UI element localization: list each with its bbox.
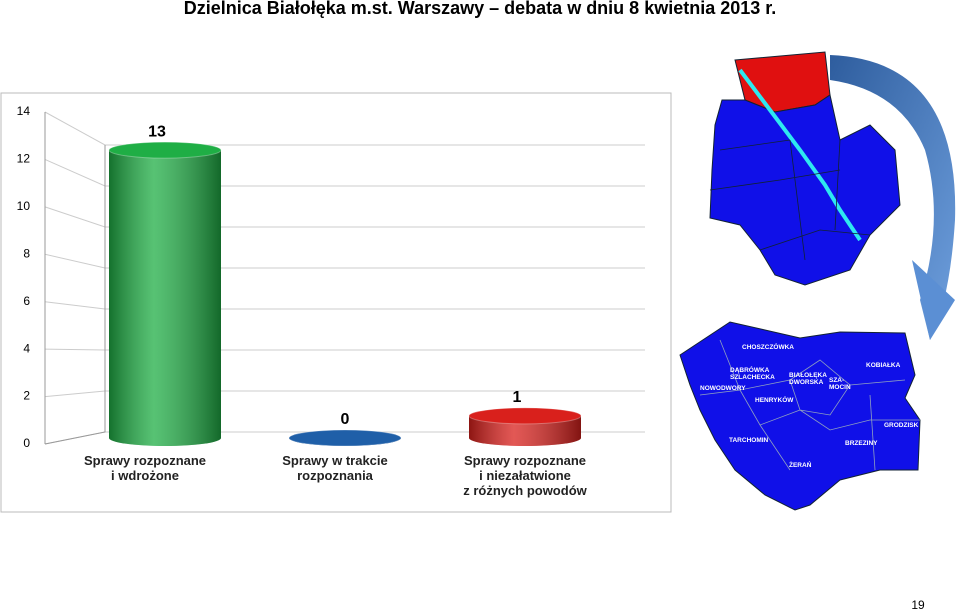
y-tick-label: 8 — [23, 246, 30, 260]
value-label: 0 — [341, 411, 350, 428]
district-label: BRZEZINY — [845, 440, 878, 447]
district-label: ŻERAŃ — [789, 462, 812, 469]
bar-shade — [109, 150, 221, 446]
district-label: BIAŁOŁĘKA DWORSKA — [789, 372, 827, 386]
y-tick-label: 4 — [23, 341, 30, 355]
district-label: DĄBRÓWKA SZLACHECKA — [730, 367, 775, 381]
arrow-head — [912, 260, 955, 340]
district-label: SZA- MOCIN — [829, 377, 851, 391]
district-label: TARCHOMIN — [729, 437, 769, 444]
district-label: CHOSZCZÓWKA — [742, 344, 794, 351]
x-tick-label: Sprawy rozpoznane i niezałatwione z różn… — [463, 453, 587, 498]
y-tick-label: 6 — [23, 294, 30, 308]
value-label: 1 — [513, 389, 522, 406]
y-tick-label: 14 — [17, 104, 31, 118]
x-tick-label: Sprawy w trakcie rozpoznania — [282, 453, 388, 483]
bar-top — [468, 407, 582, 425]
bar-top — [288, 429, 402, 447]
arrow — [830, 55, 956, 340]
y-tick-label: 10 — [17, 199, 31, 213]
plot-frame — [0, 92, 672, 513]
y-tick-label: 12 — [17, 152, 31, 166]
axis-line — [44, 112, 106, 445]
bar-shade — [469, 415, 581, 446]
bar-top — [108, 141, 222, 159]
grid-line — [44, 111, 645, 146]
district-label: NOWODWORY — [700, 385, 746, 392]
slide-title: Dzielnica Białołęka m.st. Warszawy – deb… — [184, 0, 777, 18]
district-label: KOBIAŁKA — [866, 362, 901, 369]
map-warsaw — [709, 51, 901, 286]
map-bialoleka — [679, 321, 921, 511]
district-label: GRODZISK — [884, 422, 919, 429]
page-number: 19 — [911, 598, 925, 612]
district-label: HENRYKÓW — [755, 397, 794, 404]
value-label: 13 — [148, 123, 166, 140]
x-tick-label: Sprawy rozpoznane i wdrożone — [83, 453, 207, 483]
y-tick-label: 0 — [23, 436, 30, 450]
y-tick-label: 2 — [23, 389, 30, 403]
